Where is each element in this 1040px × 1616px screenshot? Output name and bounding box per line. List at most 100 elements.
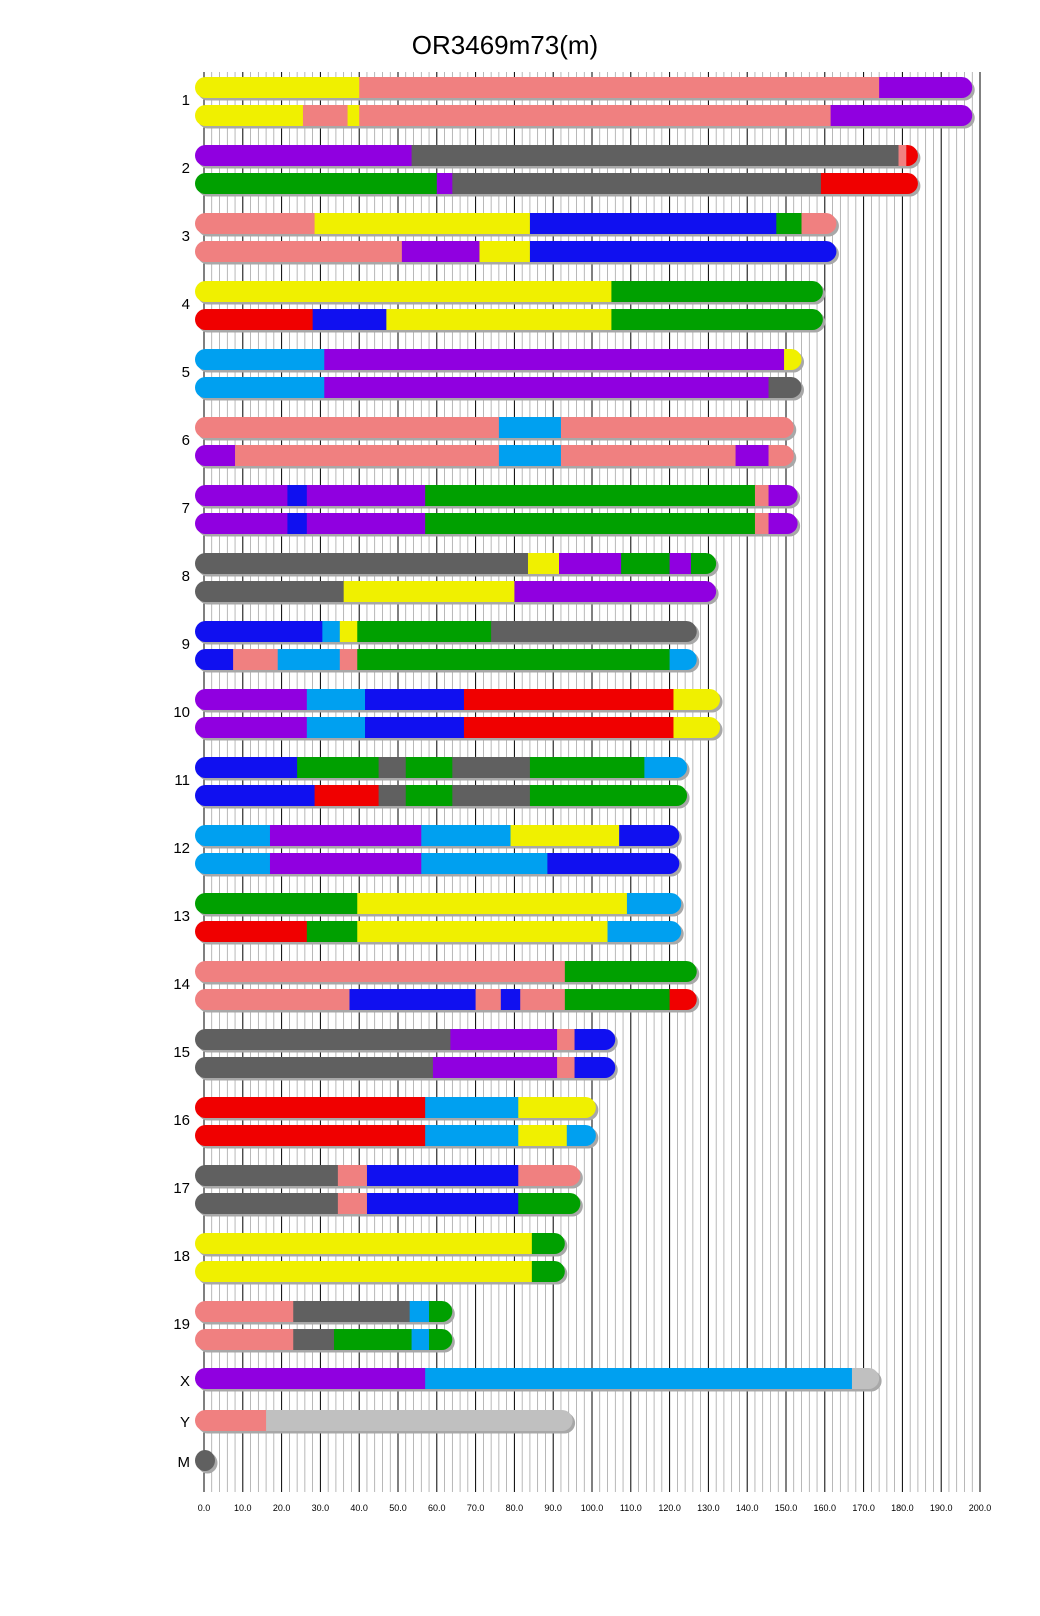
chromosome-label: Y — [180, 1414, 190, 1431]
bar-segments — [195, 853, 680, 874]
chromosome-segment — [339, 649, 358, 670]
x-tick-label: 40.0 — [350, 1503, 368, 1513]
chromosome-segment — [195, 1125, 426, 1146]
haplotype-bar — [195, 241, 839, 265]
bar-segments — [195, 105, 973, 126]
chromosome-segment — [405, 757, 453, 778]
x-tick-label: 60.0 — [428, 1503, 446, 1513]
haplotype-bar — [195, 173, 921, 197]
chromosome-segment — [500, 989, 521, 1010]
haplotype-bar — [195, 785, 690, 809]
chromosome-segment — [366, 1165, 519, 1186]
chromosome-segment — [425, 485, 756, 506]
bar-segments — [195, 1450, 215, 1471]
haplotype-bar — [195, 1368, 882, 1392]
haplotype-bar — [195, 445, 797, 469]
chromosome-segment — [269, 853, 422, 874]
chromosome-segment — [566, 1125, 596, 1146]
chromosome-segment — [195, 825, 271, 846]
chromosome-segment — [195, 921, 308, 942]
chromosome-segment — [529, 241, 837, 262]
chromosome-segment — [421, 853, 548, 874]
haplotype-bar — [195, 1165, 583, 1189]
chromosome-segment — [195, 1410, 267, 1431]
chromosome-segment — [510, 825, 620, 846]
haplotype-bar — [195, 213, 839, 237]
chromosome-segment — [531, 1261, 565, 1282]
haplotype-bar — [195, 1301, 455, 1325]
chromosome-segment — [401, 241, 480, 262]
chromosome-segment — [195, 1329, 294, 1350]
chromosome-segment — [452, 173, 822, 194]
bar-segments — [195, 1329, 453, 1350]
chromosome-segment — [195, 1029, 451, 1050]
haplotype-bar — [195, 485, 801, 509]
chromosome-segment — [898, 145, 907, 166]
chromosome-segment — [195, 445, 236, 466]
chromosome-segment — [690, 553, 717, 574]
chromosome-segment — [673, 689, 721, 710]
chromosome-label: 10 — [173, 704, 190, 721]
chromosome-segment — [337, 1193, 368, 1214]
chromosome-segment — [621, 553, 670, 574]
chromosome-segment — [564, 989, 670, 1010]
chromosome-segment — [359, 105, 832, 126]
bar-segments — [195, 621, 697, 642]
haplotype-bar — [195, 553, 719, 577]
chromosome-segment — [479, 241, 531, 262]
bar-segments — [195, 1165, 581, 1186]
bar-segments — [195, 649, 697, 670]
chromosome-segment — [195, 1097, 426, 1118]
chromosome-segment — [357, 893, 628, 914]
chromosome-segment — [349, 989, 476, 1010]
bar-segments — [195, 173, 918, 194]
chromosome-segment — [195, 1193, 339, 1214]
haplotype-bar — [195, 1125, 599, 1149]
bar-segments — [195, 145, 918, 166]
chromosome-segment — [475, 989, 502, 1010]
chromosome-label: 14 — [173, 976, 190, 993]
haplotype-bar — [195, 145, 921, 169]
x-tick-label: 160.0 — [814, 1503, 837, 1513]
bar-segments — [195, 1301, 453, 1322]
chromosome-segment — [644, 757, 688, 778]
chromosome-segment — [287, 485, 308, 506]
chromosome-label: 3 — [182, 228, 190, 245]
haplotype-bar — [195, 649, 700, 673]
chromosome-segment — [195, 553, 529, 574]
chromosome-label: 13 — [173, 908, 190, 925]
chromosome-segment — [306, 717, 366, 738]
haplotype-bar — [195, 1410, 576, 1434]
chromosome-segment — [669, 553, 692, 574]
bar-segments — [195, 1410, 573, 1431]
chromosome-segment — [378, 757, 407, 778]
haplotype-bar — [195, 717, 723, 741]
bar-segments — [195, 309, 823, 330]
chromosome-segment — [559, 553, 622, 574]
chromosome-segment — [560, 445, 736, 466]
chromosome-segment — [452, 785, 531, 806]
haplotype-bar — [195, 961, 700, 985]
bar-segments — [195, 1125, 596, 1146]
bar-segments — [195, 1233, 565, 1254]
haplotype-bar — [195, 757, 690, 781]
chromosome-segment — [195, 717, 308, 738]
chromosome-segment — [518, 1165, 581, 1186]
chromosome-segment — [233, 649, 279, 670]
bar-segments — [195, 349, 802, 370]
chromosome-segment — [405, 785, 453, 806]
chromosome-segment — [195, 581, 345, 602]
chromosome-segment — [195, 649, 234, 670]
chromosome-segment — [297, 757, 379, 778]
bar-segments — [195, 1261, 565, 1282]
chromosome-segment — [357, 649, 670, 670]
bar-segments — [195, 77, 973, 98]
bar-segments — [195, 961, 697, 982]
chromosome-segment — [557, 1057, 575, 1078]
haplotype-bar — [195, 989, 700, 1013]
haplotype-bar — [195, 309, 826, 333]
chromosome-segment — [529, 785, 688, 806]
chart-title: OR3469m73(m) — [411, 30, 599, 60]
chromosome-segment — [314, 213, 531, 234]
